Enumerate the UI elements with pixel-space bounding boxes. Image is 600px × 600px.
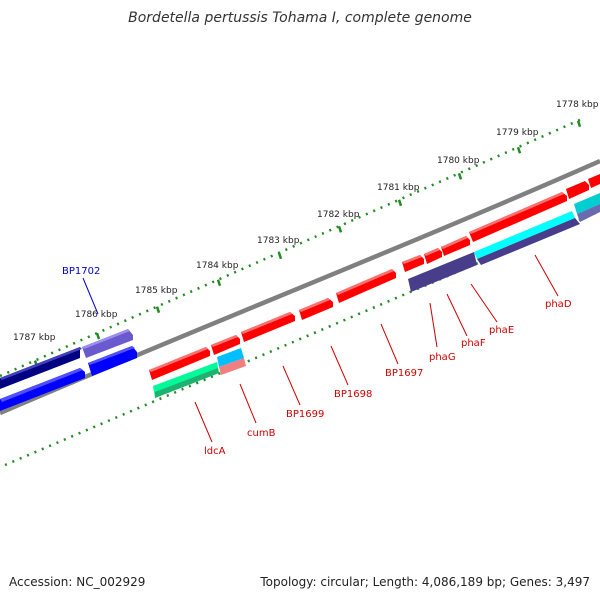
cog-pink xyxy=(219,358,246,375)
gene-bp1702 xyxy=(82,329,133,358)
map-title: Bordetella pertussis Tohama I, complete … xyxy=(128,10,472,26)
kbp-tick xyxy=(457,172,463,180)
kbp-label: 1781 kbp xyxy=(377,183,420,193)
gene-phae xyxy=(441,236,470,256)
gene-blue-reverse-2-top xyxy=(88,346,135,365)
gene-ldca xyxy=(149,347,210,380)
accession-text: Accession: NC_002929 xyxy=(9,575,146,589)
kbp-tick xyxy=(155,306,161,314)
genome-stats-text: Topology: circular; Length: 4,086,189 bp… xyxy=(260,575,590,589)
gene-label-bp1699: BP1699 xyxy=(286,409,324,420)
forward-gene-track xyxy=(149,174,600,380)
gene-label-ldca: ldcA xyxy=(204,446,226,457)
kbp-label: 1783 kbp xyxy=(257,236,300,246)
gene-label-bp1702: BP1702 xyxy=(62,266,100,277)
cog-track xyxy=(153,193,600,398)
genome-backbone xyxy=(0,158,600,416)
gene-blue-reverse-2 xyxy=(88,346,137,376)
gene-cumb xyxy=(211,335,240,355)
gene-bp1697 xyxy=(336,269,396,303)
gene-phad xyxy=(469,192,567,242)
gene-labels: BP1702 ldcA cumB BP1699 BP1698 BP1697 phaG phaF… xyxy=(62,266,572,457)
cog-slate-right xyxy=(477,218,580,265)
kbp-tick-marks xyxy=(33,120,582,367)
kbp-label: 1780 kbp xyxy=(437,156,480,166)
kbp-label: 1784 kbp xyxy=(196,261,239,271)
cog-slate-right-2 xyxy=(577,204,600,222)
cog-cyan-small xyxy=(217,348,244,367)
gene-blue-reverse-1 xyxy=(0,368,85,411)
gene-label-phad: phaD xyxy=(545,299,572,310)
gene-blue-reverse-1-top xyxy=(0,368,83,402)
gene-dark-reverse-top xyxy=(0,347,82,380)
kbp-label: 1778 kbp xyxy=(556,100,599,110)
gene-red-right-2 xyxy=(588,174,600,188)
kbp-tick xyxy=(216,279,222,287)
kbp-tick xyxy=(516,146,522,154)
gene-bp1698 xyxy=(299,298,333,320)
cog-cyan-right xyxy=(574,193,600,214)
kbp-labels: 1778 kbp 1779 kbp 1780 kbp 1781 kbp 1782 kbp… xyxy=(13,100,599,343)
kbp-label: 1786 kbp xyxy=(75,310,118,320)
gene-bp1702-top xyxy=(82,329,130,349)
gene-label-cumb: cumB xyxy=(247,428,276,439)
kbp-tick xyxy=(576,120,582,128)
kbp-tick xyxy=(397,199,403,207)
gene-red-right-1 xyxy=(566,181,589,199)
kbp-label: 1779 kbp xyxy=(496,128,539,138)
gene-label-phag: phaG xyxy=(429,352,456,363)
kbp-label: 1785 kbp xyxy=(135,286,178,296)
kbp-tick xyxy=(277,252,283,260)
kbp-label: 1787 kbp xyxy=(13,333,56,343)
kbp-tick xyxy=(95,332,101,340)
gene-label-phae: phaE xyxy=(489,325,514,336)
gene-bp1699 xyxy=(241,312,295,342)
kbp-label: 1782 kbp xyxy=(317,210,360,220)
gene-label-bp1698: BP1698 xyxy=(334,389,372,400)
cog-slate xyxy=(408,252,477,292)
gene-label-phaf: phaF xyxy=(461,338,486,349)
gene-phag xyxy=(402,255,424,272)
gene-label-bp1697: BP1697 xyxy=(385,368,423,379)
label-leader-lines xyxy=(82,254,559,443)
cog-cyan xyxy=(474,211,575,259)
gene-phaf xyxy=(424,248,442,264)
kbp-tick xyxy=(337,225,343,233)
cog-green-dark xyxy=(155,368,219,398)
